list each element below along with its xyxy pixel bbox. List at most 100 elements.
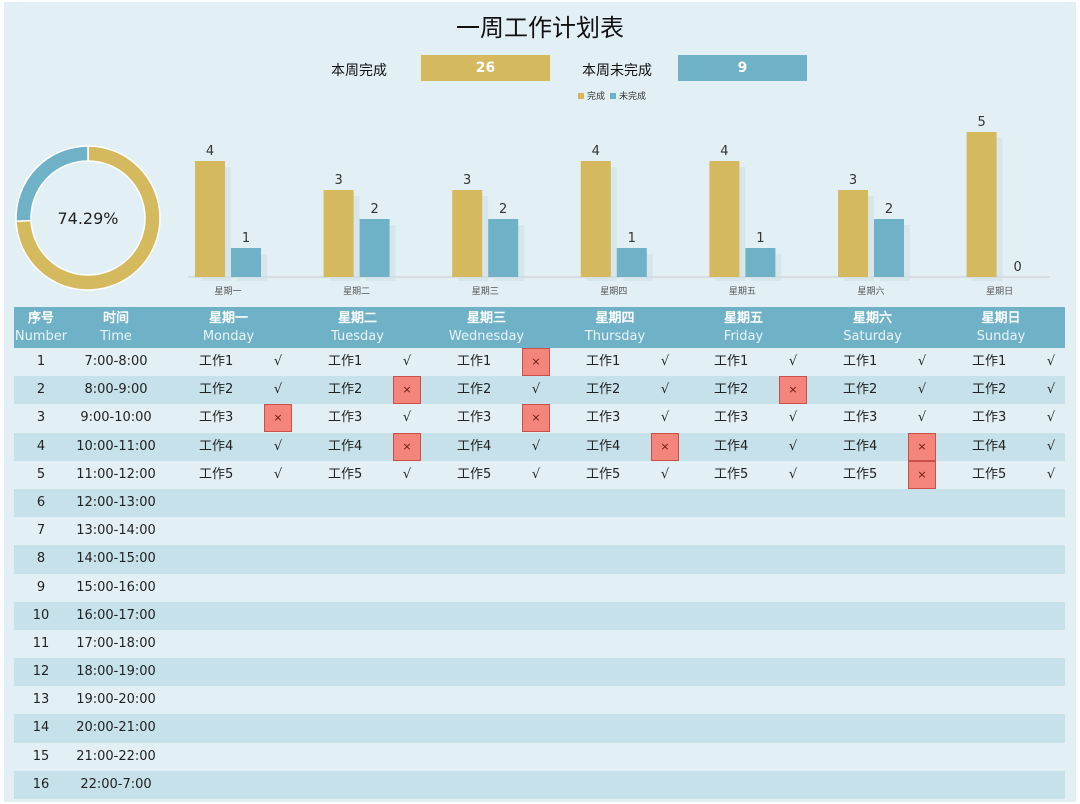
header-label-en: Thursday — [584, 329, 646, 344]
bar-value-label: 4 — [720, 144, 728, 159]
status-complete-mark: √ — [788, 466, 798, 482]
header-label-zh: 星期四 — [595, 311, 635, 326]
table-row: 4 10:00-11:00 工作4 √ 工作4 × 工作4 √ 工作4 × 工作4 √ 工作4 × 工作4 √ — [14, 432, 1065, 461]
task-label: 工作1 — [586, 354, 621, 369]
task-label: 工作3 — [199, 410, 234, 426]
bar-done-4 — [580, 161, 611, 277]
task-label: 工作4 — [843, 438, 878, 454]
row-number: 1 — [36, 354, 46, 369]
legend-label-done: 完成 — [587, 92, 606, 102]
status-complete-mark: √ — [1046, 382, 1056, 398]
row-number: 3 — [36, 410, 46, 426]
table-row: 14 20:00-21:00 — [14, 714, 1065, 743]
row-time: 11:00-12:00 — [76, 466, 156, 482]
status-complete-mark: √ — [917, 382, 927, 398]
header-label-zh: 星期五 — [723, 311, 763, 326]
row-time: 19:00-20:00 — [76, 692, 156, 708]
task-label: 工作1 — [457, 354, 492, 369]
table-row: 3 9:00-10:00 工作3 × 工作3 √ 工作3 × 工作3 √ 工作3 √ 工作3 √ 工作3 √ — [14, 404, 1065, 433]
header-label-zh: 时间 — [102, 311, 129, 326]
row-number: 6 — [36, 494, 46, 510]
category-label: 星期一 — [214, 286, 241, 297]
row-time: 16:00-17:00 — [76, 607, 156, 623]
header-cell: 星期日 Sunday — [937, 307, 1065, 348]
task-label: 工作4 — [586, 438, 621, 454]
bar-value-label: 2 — [499, 202, 507, 217]
header-cell: 星期四 Thursday — [551, 307, 679, 348]
status-complete-mark: √ — [1046, 410, 1056, 426]
task-label: 工作4 — [972, 438, 1007, 454]
row-time: 9:00-10:00 — [80, 410, 152, 426]
status-complete-mark: √ — [531, 382, 541, 398]
status-incomplete-mark: × — [779, 376, 807, 405]
table-row: 6 12:00-13:00 — [14, 488, 1065, 518]
status-complete-mark: √ — [273, 438, 283, 454]
table-row: 12 18:00-19:00 — [14, 658, 1065, 687]
row-time: 8:00-9:00 — [84, 382, 148, 398]
row-number: 16 — [32, 776, 50, 792]
bar-value-label: 2 — [885, 202, 893, 217]
header-cell: 星期一 Monday — [164, 307, 293, 348]
task-label: 工作5 — [843, 466, 878, 482]
task-label: 工作1 — [714, 354, 749, 369]
task-label: 工作1 — [199, 354, 234, 369]
bar-value-label: 2 — [370, 202, 378, 217]
task-label: 工作1 — [843, 354, 878, 369]
header-label-zh: 星期六 — [852, 311, 892, 326]
status-incomplete-mark: × — [908, 460, 936, 489]
header-cell: 星期六 Saturday — [808, 307, 937, 348]
status-complete-mark: √ — [917, 354, 927, 369]
header-label-zh: 星期二 — [337, 311, 377, 326]
row-number: 10 — [32, 607, 50, 623]
header-label-en: Tuesday — [331, 329, 384, 344]
task-label: 工作1 — [972, 354, 1007, 369]
status-incomplete-mark: × — [522, 404, 550, 433]
task-label: 工作4 — [457, 438, 492, 454]
task-label: 工作5 — [714, 466, 749, 482]
table-row: 11 17:00-18:00 — [14, 629, 1065, 659]
row-time: 17:00-18:00 — [76, 635, 156, 651]
bar-undone-2 — [359, 219, 390, 277]
header-label-en: Monday — [202, 329, 255, 344]
status-complete-mark: √ — [402, 354, 412, 369]
task-label: 工作5 — [199, 466, 234, 482]
header-label-en: Friday — [723, 329, 764, 344]
undone-value-box: 9 — [678, 55, 807, 81]
task-label: 工作4 — [714, 438, 749, 454]
header-label-en: Sunday — [976, 329, 1026, 344]
donut-slice-done — [15, 145, 161, 291]
bar-undone-3 — [488, 219, 519, 277]
status-complete-mark: √ — [660, 410, 670, 426]
header-label-en: Wednesday — [448, 329, 525, 344]
bar-done-3 — [452, 190, 483, 277]
bar-done-2 — [323, 190, 354, 277]
row-number: 14 — [32, 720, 50, 736]
status-complete-mark: √ — [1046, 354, 1056, 369]
bar-value-label: 1 — [756, 231, 764, 246]
header-label-zh: 星期一 — [208, 311, 248, 326]
donut-slice-undone — [15, 145, 89, 223]
bar-value-label: 1 — [628, 231, 636, 246]
page-title: 一周工作计划表 — [456, 14, 624, 42]
task-label: 工作3 — [714, 410, 749, 426]
status-incomplete-mark: × — [651, 432, 679, 461]
table-row: 13 19:00-20:00 — [14, 686, 1065, 715]
bar-done-6 — [838, 190, 868, 277]
bar-done-1 — [195, 161, 225, 277]
bar-done-7 — [966, 132, 997, 277]
header-cell: 时间 Time — [68, 307, 164, 348]
status-complete-mark: √ — [917, 410, 927, 426]
status-incomplete-mark: × — [908, 432, 936, 461]
header-label-en: Time — [100, 329, 132, 344]
legend-swatch-done — [578, 92, 584, 99]
task-label: 工作2 — [843, 382, 878, 398]
task-label: 工作2 — [328, 382, 363, 398]
task-label: 工作2 — [972, 382, 1007, 398]
row-time: 10:00-11:00 — [76, 438, 156, 454]
row-time: 21:00-22:00 — [76, 748, 156, 764]
table-header: 序号 Number 时间 Time 星期一 Monday 星期二 Tuesday 星期三 Wedn… — [14, 307, 1065, 348]
bar-value-label: 3 — [463, 173, 471, 188]
task-label: 工作3 — [586, 410, 621, 426]
status-complete-mark: √ — [273, 466, 283, 482]
schedule-table: 序号 Number 时间 Time 星期一 Monday 星期二 Tuesday 星期三 Wedn… — [14, 307, 1065, 799]
